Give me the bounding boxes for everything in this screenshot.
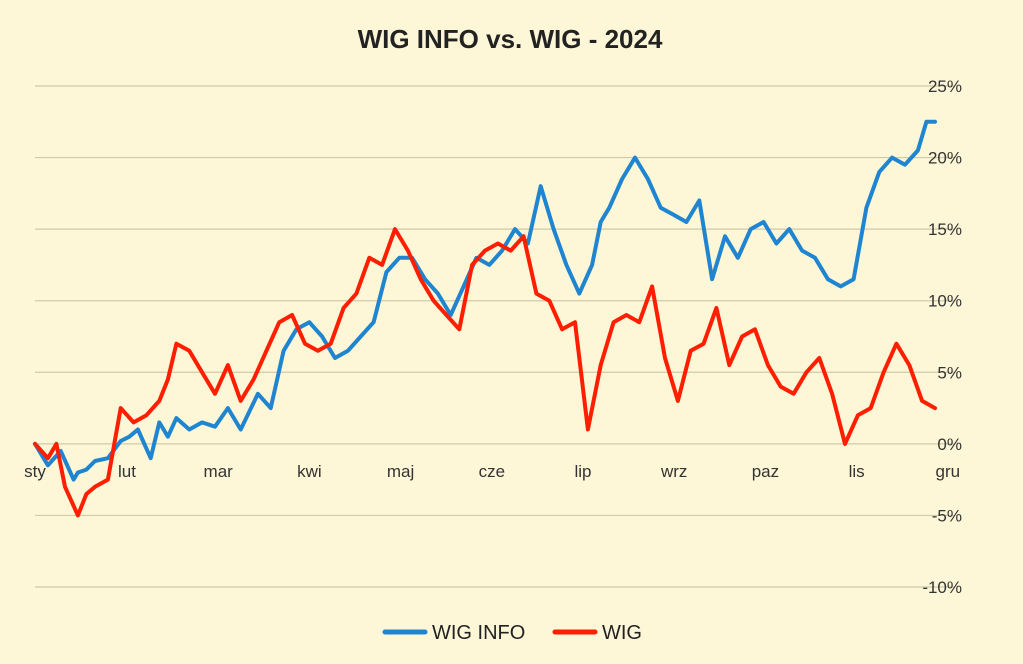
x-tick-label: wrz (660, 462, 687, 481)
x-tick-label: paz (752, 462, 779, 481)
x-tick-label: lut (118, 462, 136, 481)
gridlines (35, 85, 955, 588)
x-tick-label: mar (204, 462, 234, 481)
x-tick-label: cze (479, 462, 505, 481)
chart-title: WIG INFO vs. WIG - 2024 (358, 24, 663, 54)
x-tick-label: maj (387, 462, 414, 481)
y-tick-label: 10% (928, 292, 962, 311)
y-tick-label: -10% (922, 578, 962, 597)
x-axis-ticks: sty lut mar kwi maj cze lip wrz paz lis gru (24, 462, 960, 481)
x-tick-label: sty (24, 462, 46, 481)
x-tick-label: lip (574, 462, 591, 481)
legend: WIG INFO WIG (382, 622, 642, 644)
legend-label: WIG (602, 622, 642, 644)
y-tick-label: 5% (937, 363, 962, 382)
series-layer (33, 119, 937, 518)
y-tick-label: 25% (928, 77, 962, 96)
y-tick-label: 15% (928, 220, 962, 239)
y-axis-ticks: 25% 20% 15% 10% 5% 0% -5% -10% (922, 77, 962, 597)
legend-label: WIG INFO (432, 622, 525, 644)
series-line-wig (33, 227, 937, 518)
x-tick-label: lis (849, 462, 865, 481)
y-tick-label: -5% (932, 506, 962, 525)
y-tick-label: 20% (928, 149, 962, 168)
y-tick-label: 0% (937, 435, 962, 454)
x-tick-label: kwi (297, 462, 322, 481)
x-tick-label: gru (936, 462, 961, 481)
